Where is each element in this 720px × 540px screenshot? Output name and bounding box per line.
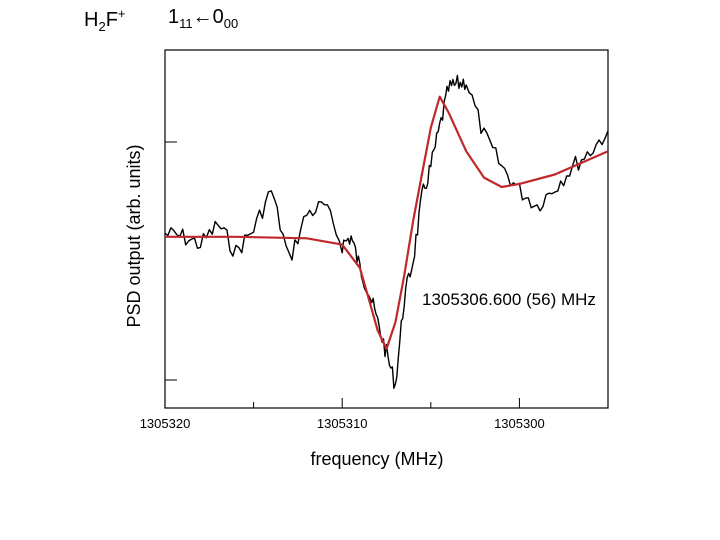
species-formula: H2F+: [84, 6, 126, 34]
x-axis-label: frequency (MHz): [310, 449, 443, 469]
transition-label: 111←000: [168, 6, 239, 31]
observed-trace: [164, 74, 609, 389]
x-tick-label: 1305300: [494, 416, 545, 431]
plot-frame: [164, 49, 609, 409]
center-frequency-annotation: 1305306.600 (56) MHz: [422, 290, 596, 309]
x-tick-label: 1305320: [140, 416, 191, 431]
fit-curve: [165, 95, 609, 350]
x-tick-label: 1305310: [317, 416, 368, 431]
y-axis-label: PSD output (arb. units): [124, 144, 144, 327]
